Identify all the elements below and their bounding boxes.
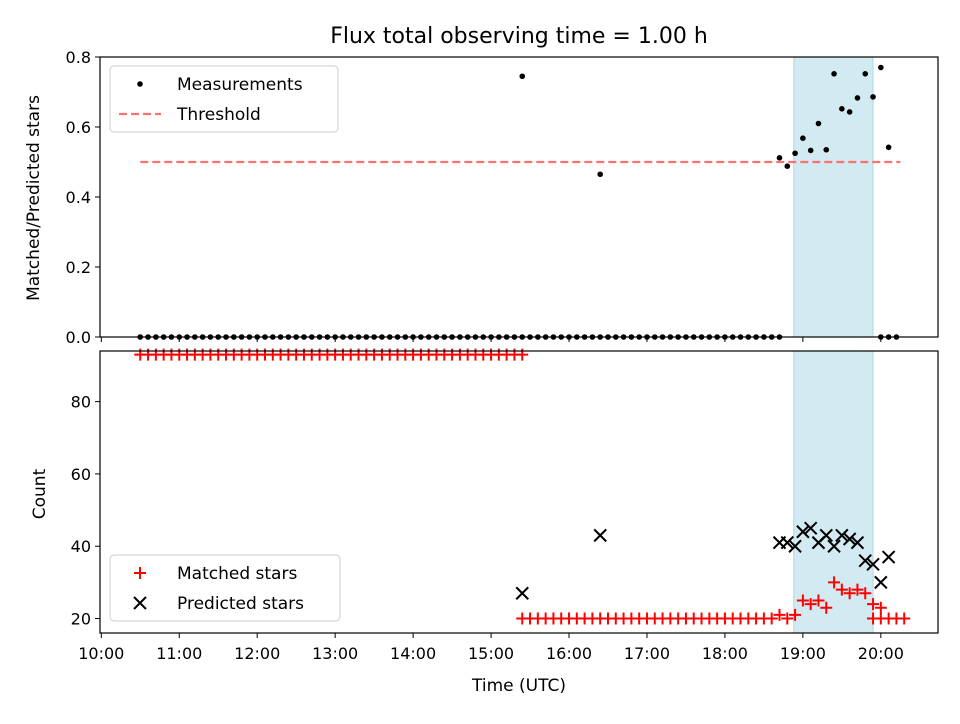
x-tick-label: 12:00	[234, 644, 280, 663]
matched-star-point	[765, 612, 778, 625]
legend-matched-marker	[134, 567, 146, 579]
measurement-point	[870, 94, 876, 100]
measurement-point	[815, 120, 822, 127]
measurement-point	[784, 163, 791, 169]
matched-star-point	[835, 583, 848, 596]
plot-layer: 0.0 0.2 0.4 0.6 0.8 Measurements Threshold 20 40…	[66, 48, 939, 663]
matched-star-point	[874, 601, 887, 614]
chart-title: Flux total observing time = 1.00 h	[330, 24, 708, 49]
matched-star-point	[820, 601, 833, 614]
matched-star-point	[812, 594, 825, 607]
matched-star-point	[828, 576, 841, 589]
measurement-point	[839, 106, 845, 112]
x-tick-label: 15:00	[468, 644, 514, 663]
predicted-star-point	[593, 528, 607, 543]
bottom-y-axis-label: Count	[30, 468, 50, 519]
predicted-star-point	[850, 535, 865, 550]
x-tick-label: 18:00	[702, 644, 748, 663]
matched-star-point	[851, 583, 864, 596]
measurement-point	[597, 171, 604, 178]
measurement-point	[862, 71, 869, 77]
measurement-point	[831, 71, 837, 77]
x-tick-label: 17:00	[624, 644, 670, 663]
top-y-axis-label: Matched/Predicted stars	[24, 95, 44, 301]
measurement-point	[519, 73, 526, 80]
legend-measurements-marker	[137, 81, 143, 87]
bottom-plot-frame	[99, 350, 939, 634]
top-y-tick-label: 0.8	[66, 48, 91, 67]
x-tick-label: 20:00	[858, 644, 904, 663]
predicted-star-point	[842, 532, 857, 546]
predicted-star-point	[515, 586, 529, 600]
matched-star-point	[773, 608, 786, 621]
top-y-tick-label: 0.6	[66, 118, 91, 137]
bottom-y-tick-label: 80	[71, 393, 91, 412]
predicted-star-point	[858, 553, 872, 568]
predicted-star-point	[796, 525, 810, 539]
predicted-star-point	[827, 539, 841, 553]
predicted-star-point	[788, 539, 802, 553]
measurement-point	[800, 135, 806, 141]
measurement-point	[823, 146, 830, 153]
matched-star-point	[796, 594, 809, 607]
predicted-star-point	[835, 528, 849, 543]
legend-predicted-label: Predicted stars	[177, 594, 304, 614]
matched-star-point	[843, 587, 856, 600]
legend-predicted-marker	[133, 596, 147, 610]
predicted-star-point	[874, 575, 888, 590]
bottom-y-tick-label: 40	[71, 537, 91, 556]
measurement-point	[807, 147, 814, 154]
measurement-point	[854, 95, 861, 101]
legend-matched-label: Matched stars	[177, 564, 297, 584]
matched-star-point	[781, 612, 794, 625]
bottom-legend-box	[109, 554, 341, 622]
measurement-point	[878, 64, 884, 71]
matched-star-point	[859, 587, 872, 600]
top-y-tick-label: 0.2	[66, 258, 91, 277]
matched-star-point	[789, 608, 802, 621]
measurement-point	[846, 109, 853, 115]
x-tick-label: 10:00	[78, 644, 124, 663]
x-tick-label: 19:00	[780, 644, 826, 663]
top-y-tick-label: 0.4	[66, 188, 91, 207]
predicted-star-point	[866, 557, 880, 572]
bottom-y-tick-label: 60	[71, 465, 91, 484]
x-tick-label: 11:00	[156, 644, 202, 663]
x-tick-label: 13:00	[312, 644, 358, 663]
measurement-point	[885, 144, 892, 151]
top-shaded-interval	[793, 56, 874, 338]
predicted-star-point	[803, 521, 818, 535]
measurement-point	[776, 155, 783, 161]
top-y-tick-label: 0.0	[66, 328, 91, 347]
matched-star-point	[898, 612, 911, 625]
matched-star-point	[867, 598, 880, 611]
matched-star-point	[804, 598, 817, 611]
bottom-shaded-interval	[793, 350, 874, 634]
legend-threshold-label: Threshold	[176, 105, 261, 125]
measurement-point	[792, 150, 798, 157]
predicted-star-point	[780, 535, 794, 550]
legend-measurements-label: Measurements	[177, 75, 303, 95]
top-legend-box	[109, 65, 339, 133]
x-tick-label: 14:00	[390, 644, 436, 663]
predicted-star-point	[819, 528, 833, 543]
x-axis-label: Time (UTC)	[471, 676, 566, 696]
predicted-star-point	[881, 550, 896, 564]
bottom-y-tick-label: 20	[71, 610, 91, 629]
x-tick-label: 16:00	[546, 644, 592, 663]
